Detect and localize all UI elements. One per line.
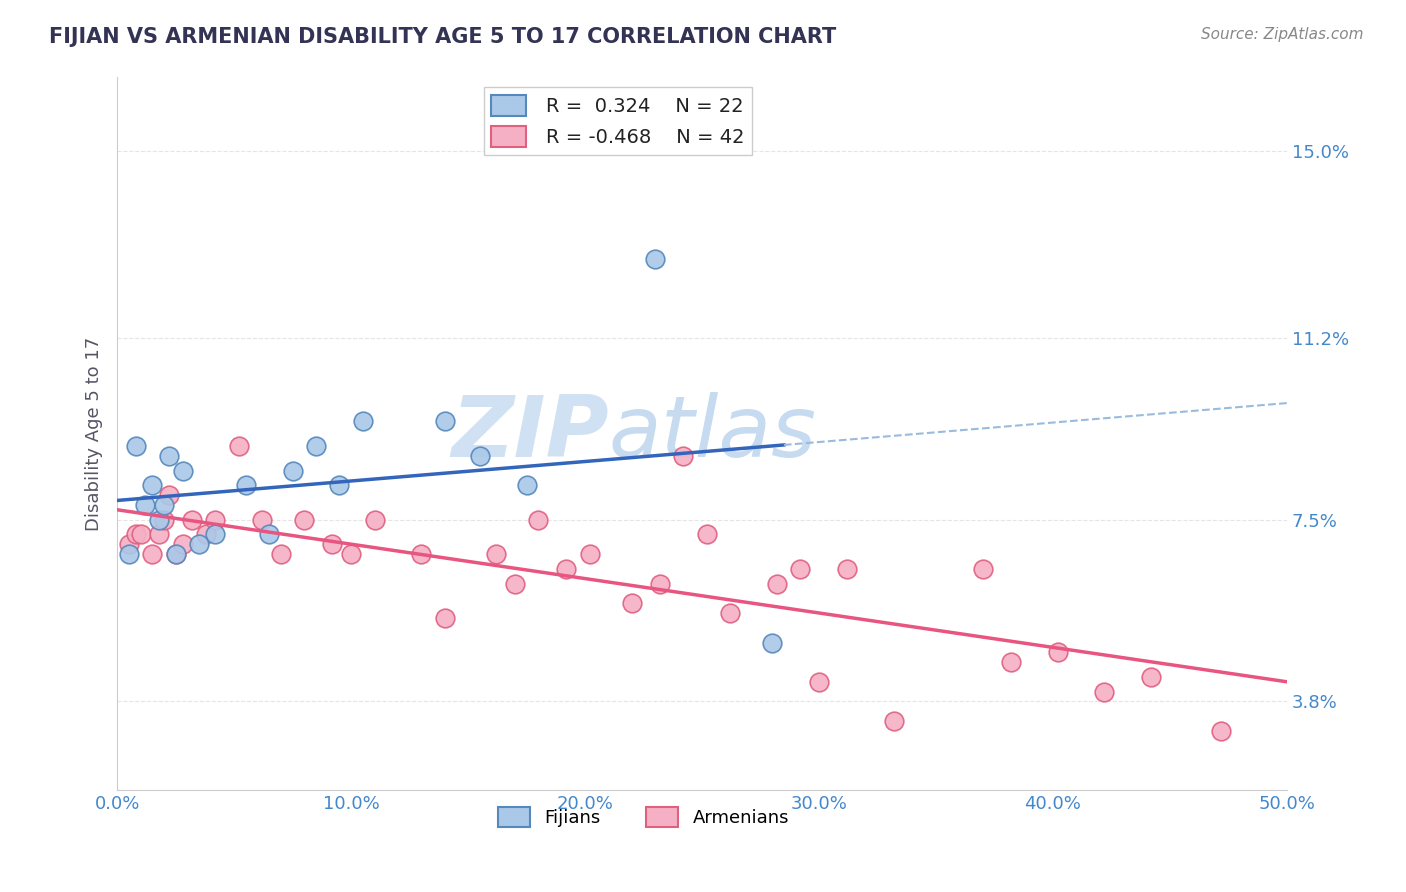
Text: Source: ZipAtlas.com: Source: ZipAtlas.com [1201,27,1364,42]
Text: ZIP: ZIP [451,392,609,475]
Point [157,488,180,502]
Point [292,513,315,527]
Point [766,576,789,591]
Point [129,527,152,541]
Point [883,714,905,728]
Point [204,527,226,541]
Text: atlas: atlas [609,392,817,475]
Point [835,562,858,576]
Point [181,513,204,527]
Point [503,576,526,591]
Point [1046,645,1069,659]
Point [328,478,350,492]
Y-axis label: Disability Age 5 to 17: Disability Age 5 to 17 [86,336,103,531]
Point [141,547,163,561]
Point [516,478,538,492]
Point [118,547,141,561]
Point [340,547,363,561]
Point [468,449,491,463]
Point [648,576,671,591]
Point [172,463,194,477]
Point [672,449,695,463]
Point [1140,670,1163,684]
Point [125,527,148,541]
Point [118,537,141,551]
Point [153,498,176,512]
Point [321,537,343,551]
Legend: Fijians, Armenians: Fijians, Armenians [491,800,797,834]
Point [188,537,211,551]
Point [204,513,226,527]
Point [141,478,163,492]
Point [807,674,830,689]
Point [363,513,385,527]
Point [644,252,666,267]
Point [305,439,328,453]
Point [1092,684,1115,698]
Point [433,611,456,625]
Point [972,562,994,576]
Point [134,498,156,512]
Point [257,527,280,541]
Point [235,478,257,492]
Point [228,439,250,453]
Point [148,527,170,541]
Point [157,449,180,463]
Point [165,547,187,561]
Point [1211,723,1233,738]
Text: FIJIAN VS ARMENIAN DISABILITY AGE 5 TO 17 CORRELATION CHART: FIJIAN VS ARMENIAN DISABILITY AGE 5 TO 1… [49,27,837,46]
Point [195,527,218,541]
Point [578,547,600,561]
Point [527,513,550,527]
Point [153,513,176,527]
Point [148,513,170,527]
Point [1000,655,1022,669]
Point [485,547,508,561]
Point [172,537,194,551]
Point [696,527,718,541]
Point [125,439,148,453]
Point [270,547,292,561]
Point [555,562,578,576]
Point [411,547,433,561]
Point [620,596,643,610]
Point [252,513,274,527]
Point [761,635,783,649]
Point [718,606,741,620]
Point [789,562,811,576]
Point [352,414,374,428]
Point [165,547,187,561]
Point [281,463,304,477]
Point [433,414,456,428]
